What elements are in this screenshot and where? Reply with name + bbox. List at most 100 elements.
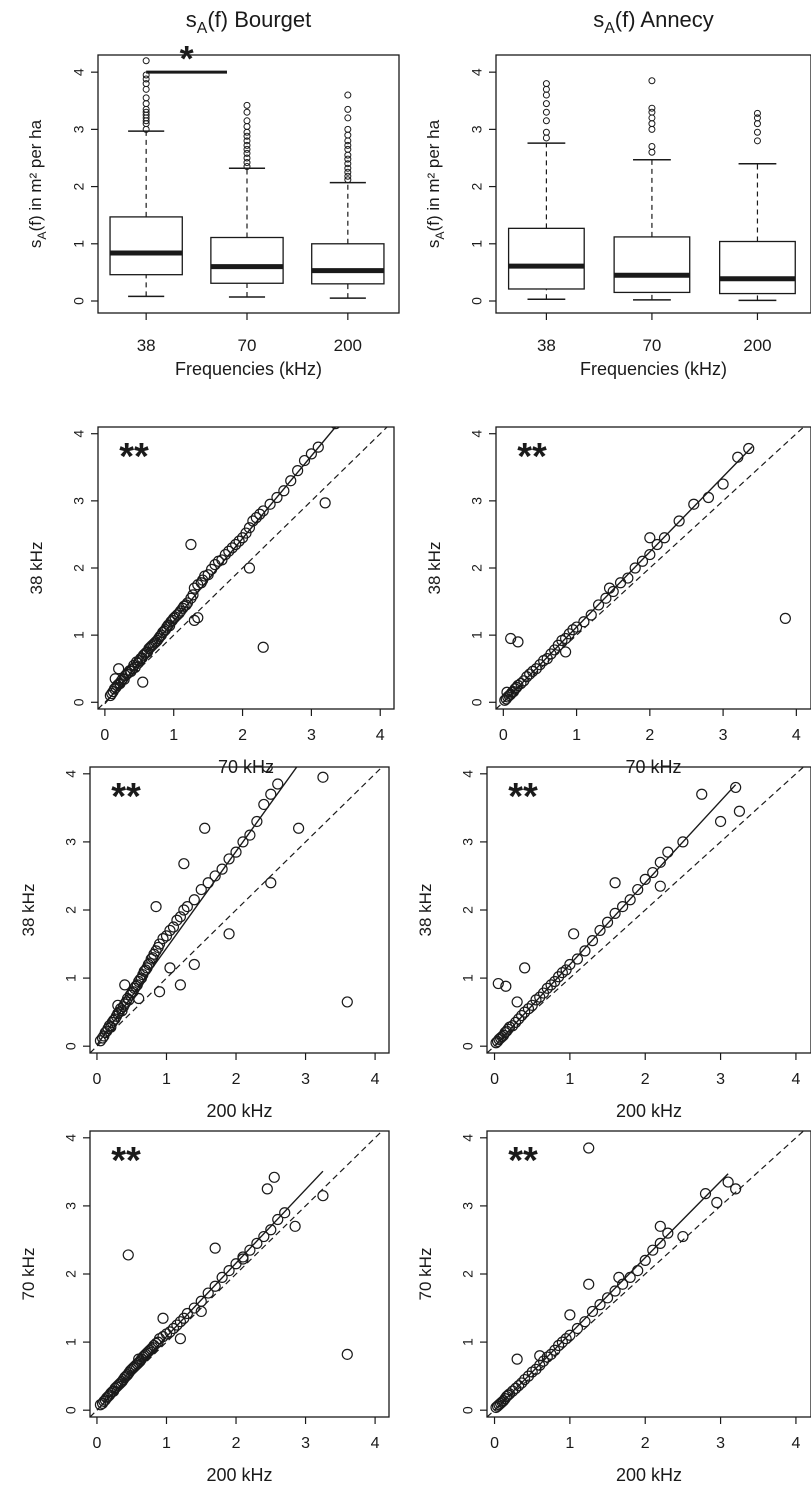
plot-area — [496, 427, 805, 709]
y-axis-label: sA(f) in m² per ha — [424, 119, 447, 248]
data-point — [519, 962, 531, 974]
significance-marker: ** — [111, 1140, 141, 1182]
y-tick-label: 0 — [460, 1042, 476, 1050]
boxplot-panel-1: 0 1 2 3 4 38 70 200 Frequencies (kHz) — [469, 54, 811, 379]
data-point — [603, 582, 616, 594]
data-point — [560, 1333, 572, 1345]
y-tick-label: 3 — [460, 1202, 476, 1210]
outlier-point — [344, 125, 352, 133]
outlier-point — [542, 117, 550, 125]
outlier-point — [753, 114, 761, 122]
x-tick-label: 2 — [641, 1071, 650, 1088]
outlier-point — [243, 149, 251, 157]
data-point — [109, 673, 121, 685]
data-point — [658, 532, 671, 544]
outlier-point — [542, 128, 550, 136]
data-point — [730, 1183, 742, 1195]
y-axis-label-main: s — [424, 240, 443, 249]
data-point — [216, 1271, 228, 1284]
x-tick-label: 4 — [371, 1435, 380, 1452]
data-point — [223, 928, 235, 940]
data-point — [732, 451, 744, 463]
x-tick-label: 4 — [792, 727, 801, 744]
data-point — [247, 515, 259, 527]
outlier-point — [344, 141, 352, 149]
data-point — [717, 478, 729, 490]
scatter-panel-3: 0 0 1 1 2 2 3 3 4 4 ** 200 kHz 38 kHz — [416, 766, 811, 1121]
y-tick-label: 3 — [63, 838, 79, 846]
outlier-point — [344, 145, 352, 153]
y-tick-label: 0 — [71, 698, 87, 706]
data-point — [510, 1016, 522, 1028]
reference-line — [98, 427, 388, 709]
outlier-point — [648, 104, 656, 112]
data-point — [552, 971, 565, 983]
y-tick-label: 4 — [460, 1134, 476, 1142]
data-point — [492, 977, 504, 990]
data-point — [272, 1213, 284, 1226]
data-point — [714, 815, 727, 828]
boxplot-panel-0: 0 1 2 3 4 38 70 200 * Frequencies (kHz) — [71, 38, 400, 379]
data-point — [662, 1227, 674, 1239]
data-point — [567, 624, 579, 636]
y-tick-label: 0 — [71, 297, 87, 305]
data-point — [243, 522, 256, 534]
data-point — [654, 880, 666, 892]
data-point — [110, 681, 122, 694]
x-tick-label: 2 — [645, 727, 654, 744]
data-point — [534, 991, 546, 1003]
outlier-point — [753, 120, 761, 128]
y-tick-label: 4 — [71, 430, 87, 438]
outlier-point — [753, 109, 761, 117]
x-axis-label: Frequencies (kHz) — [175, 359, 322, 379]
outlier-point — [344, 176, 352, 184]
outlier-point — [344, 131, 352, 139]
data-point — [130, 1359, 142, 1371]
x-tick-label: 2 — [238, 727, 247, 744]
data-point — [312, 441, 324, 453]
data-point — [579, 945, 591, 957]
data-point — [341, 1348, 353, 1360]
data-point — [119, 979, 131, 991]
fit-line — [494, 784, 737, 1047]
data-point — [699, 1188, 712, 1200]
x-tick-label: 3 — [301, 1435, 310, 1452]
data-point — [244, 1244, 256, 1256]
data-point — [519, 1373, 531, 1386]
reference-line — [90, 767, 383, 1053]
outlier-point — [243, 132, 251, 140]
y-tick-label: 2 — [469, 564, 485, 572]
y-tick-label: 4 — [71, 68, 87, 76]
data-point — [586, 935, 599, 947]
data-point — [223, 853, 235, 865]
outlier-point — [243, 108, 251, 116]
outlier-point — [648, 148, 656, 156]
data-point — [730, 781, 742, 794]
fit-line — [502, 446, 753, 703]
outlier-point — [344, 160, 352, 168]
data-point — [279, 1207, 291, 1219]
x-tick-label: 4 — [791, 1071, 800, 1088]
data-point — [530, 663, 542, 675]
x-tick-label: 3 — [716, 1435, 725, 1452]
x-tick-label: 0 — [93, 1435, 102, 1452]
significance-marker: ** — [517, 436, 547, 478]
outlier-point — [344, 91, 352, 99]
data-point — [733, 805, 746, 817]
data-point — [654, 856, 666, 868]
data-point — [617, 1278, 629, 1290]
y-tick-label: 4 — [63, 770, 79, 778]
y-tick-label: 2 — [71, 564, 87, 572]
data-point — [174, 911, 186, 923]
y-tick-label: 1 — [71, 631, 87, 639]
data-point — [524, 668, 536, 680]
data-point — [243, 562, 256, 574]
x-tick-label: 4 — [371, 1071, 380, 1088]
outlier-point — [142, 75, 150, 83]
outlier-point — [243, 145, 251, 153]
data-point — [167, 921, 180, 933]
outlier-point — [243, 123, 251, 131]
outlier-point — [542, 100, 550, 108]
